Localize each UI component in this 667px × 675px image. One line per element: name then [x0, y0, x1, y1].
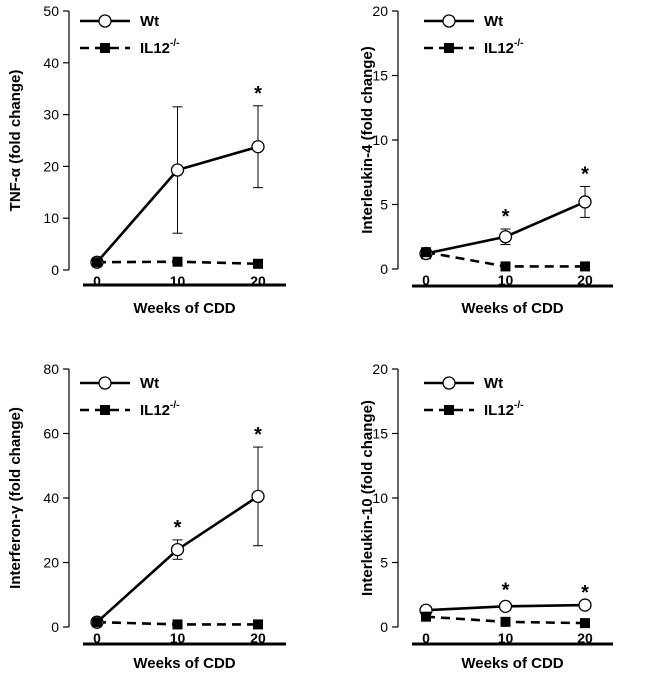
y-tick-label: 40 — [43, 490, 59, 506]
data-point-il12 — [421, 247, 431, 258]
x-tick-label: 10 — [170, 273, 186, 289]
legend-marker-wt — [442, 14, 456, 28]
y-tick-label: 50 — [43, 3, 59, 19]
x-tick-label: 0 — [93, 630, 101, 646]
x-tick-label: 10 — [498, 630, 514, 646]
data-point-il12 — [253, 619, 263, 630]
legend-label-il12: IL12-/- — [484, 38, 523, 57]
legend: Wt IL12-/- — [424, 13, 523, 57]
x-tick-label: 20 — [577, 630, 593, 646]
significance-star: * — [254, 83, 262, 105]
y-tick-label: 20 — [43, 158, 59, 174]
y-tick-label: 30 — [43, 107, 59, 123]
data-point-il12 — [92, 257, 102, 268]
data-point-il12 — [580, 618, 590, 629]
data-point-il12 — [500, 261, 511, 272]
legend-label-wt: Wt — [484, 375, 503, 392]
y-tick-label: 20 — [372, 3, 388, 19]
y-tick-label: 0 — [51, 262, 59, 278]
significance-star: * — [502, 206, 510, 228]
x-axis-title: Weeks of CDD — [133, 655, 235, 672]
legend-label-wt: Wt — [484, 13, 503, 30]
y-axis-title: Interferon-γ (fold change) — [7, 407, 24, 589]
y-axis-title: TNF-α (fold change) — [7, 70, 24, 212]
x-tick-label: 10 — [498, 272, 514, 288]
data-point-wt — [498, 599, 513, 614]
y-tick-label: 15 — [372, 68, 388, 84]
x-tick-label: 0 — [422, 272, 430, 288]
x-tick-label: 20 — [577, 272, 593, 288]
chart-panel-1: 0 5 10 15 20 Interleukin-4 (fold change) 0 10 20… — [359, 3, 613, 317]
data-point-il12 — [172, 256, 183, 267]
legend-marker-il12 — [100, 405, 110, 415]
data-point-wt — [578, 195, 592, 209]
data-point-wt — [251, 489, 265, 504]
y-tick-label: 15 — [372, 426, 388, 442]
legend: Wt IL12-/- — [80, 375, 179, 419]
y-tick-label: 40 — [43, 55, 59, 71]
legend-marker-wt — [98, 376, 112, 390]
chart-panel-2: 0 20 40 60 80 Interferon-γ (fold change) 0 10 20… — [7, 361, 286, 672]
data-point-il12 — [500, 616, 511, 627]
y-tick-label: 20 — [372, 361, 388, 377]
data-point-wt — [251, 140, 265, 154]
legend-label-il12: IL12-/- — [484, 400, 523, 419]
data-point-il12 — [92, 617, 102, 628]
legend-marker-il12 — [444, 43, 454, 53]
significance-star: * — [581, 163, 589, 185]
y-tick-label: 60 — [43, 426, 59, 442]
y-tick-label: 10 — [372, 490, 388, 506]
legend-marker-wt — [442, 376, 456, 390]
x-tick-label: 20 — [250, 273, 266, 289]
x-tick-label: 0 — [422, 630, 430, 646]
significance-star: * — [174, 517, 182, 539]
data-point-il12 — [580, 261, 590, 272]
data-point-il12 — [421, 611, 431, 622]
significance-star: * — [502, 579, 510, 601]
legend-label-wt: Wt — [140, 13, 159, 30]
legend-marker-il12 — [100, 43, 110, 53]
y-tick-label: 0 — [380, 261, 388, 277]
y-tick-label: 0 — [51, 619, 59, 635]
x-tick-label: 0 — [93, 273, 101, 289]
y-axis-title: Interleukin-4 (fold change) — [359, 46, 376, 234]
legend-marker-wt — [98, 14, 112, 28]
data-point-wt — [170, 163, 185, 177]
y-tick-label: 20 — [43, 555, 59, 571]
y-tick-label: 80 — [43, 361, 59, 377]
data-point-wt — [578, 598, 592, 612]
chart-panel-0: 0 10 20 30 40 50 TNF-α (fold change) 0 10 20 Weeks… — [7, 3, 286, 317]
data-point-il12 — [172, 619, 183, 630]
legend-label-il12: IL12-/- — [140, 400, 179, 419]
y-axis-title: Interleukin-10 (fold change) — [359, 400, 376, 596]
significance-star: * — [581, 582, 589, 604]
x-axis-title: Weeks of CDD — [133, 300, 235, 317]
legend-marker-il12 — [444, 405, 454, 415]
y-tick-label: 5 — [380, 555, 388, 571]
y-tick-label: 10 — [372, 132, 388, 148]
y-tick-label: 0 — [380, 619, 388, 635]
legend-label-il12: IL12-/- — [140, 38, 179, 57]
significance-star: * — [254, 424, 262, 446]
x-axis-title: Weeks of CDD — [461, 655, 563, 672]
legend-label-wt: Wt — [140, 375, 159, 392]
legend: Wt IL12-/- — [424, 375, 523, 419]
chart-panel-3: 0 5 10 15 20 Interleukin-10 (fold change) 0 10 2… — [359, 361, 613, 672]
legend: Wt IL12-/- — [80, 13, 179, 57]
y-tick-label: 10 — [43, 210, 59, 226]
x-tick-label: 20 — [250, 630, 266, 646]
data-point-wt — [498, 230, 513, 244]
x-axis-title: Weeks of CDD — [461, 300, 563, 317]
data-point-il12 — [253, 258, 263, 269]
y-tick-label: 5 — [380, 197, 388, 213]
data-point-wt — [170, 542, 185, 557]
x-tick-label: 10 — [170, 630, 186, 646]
